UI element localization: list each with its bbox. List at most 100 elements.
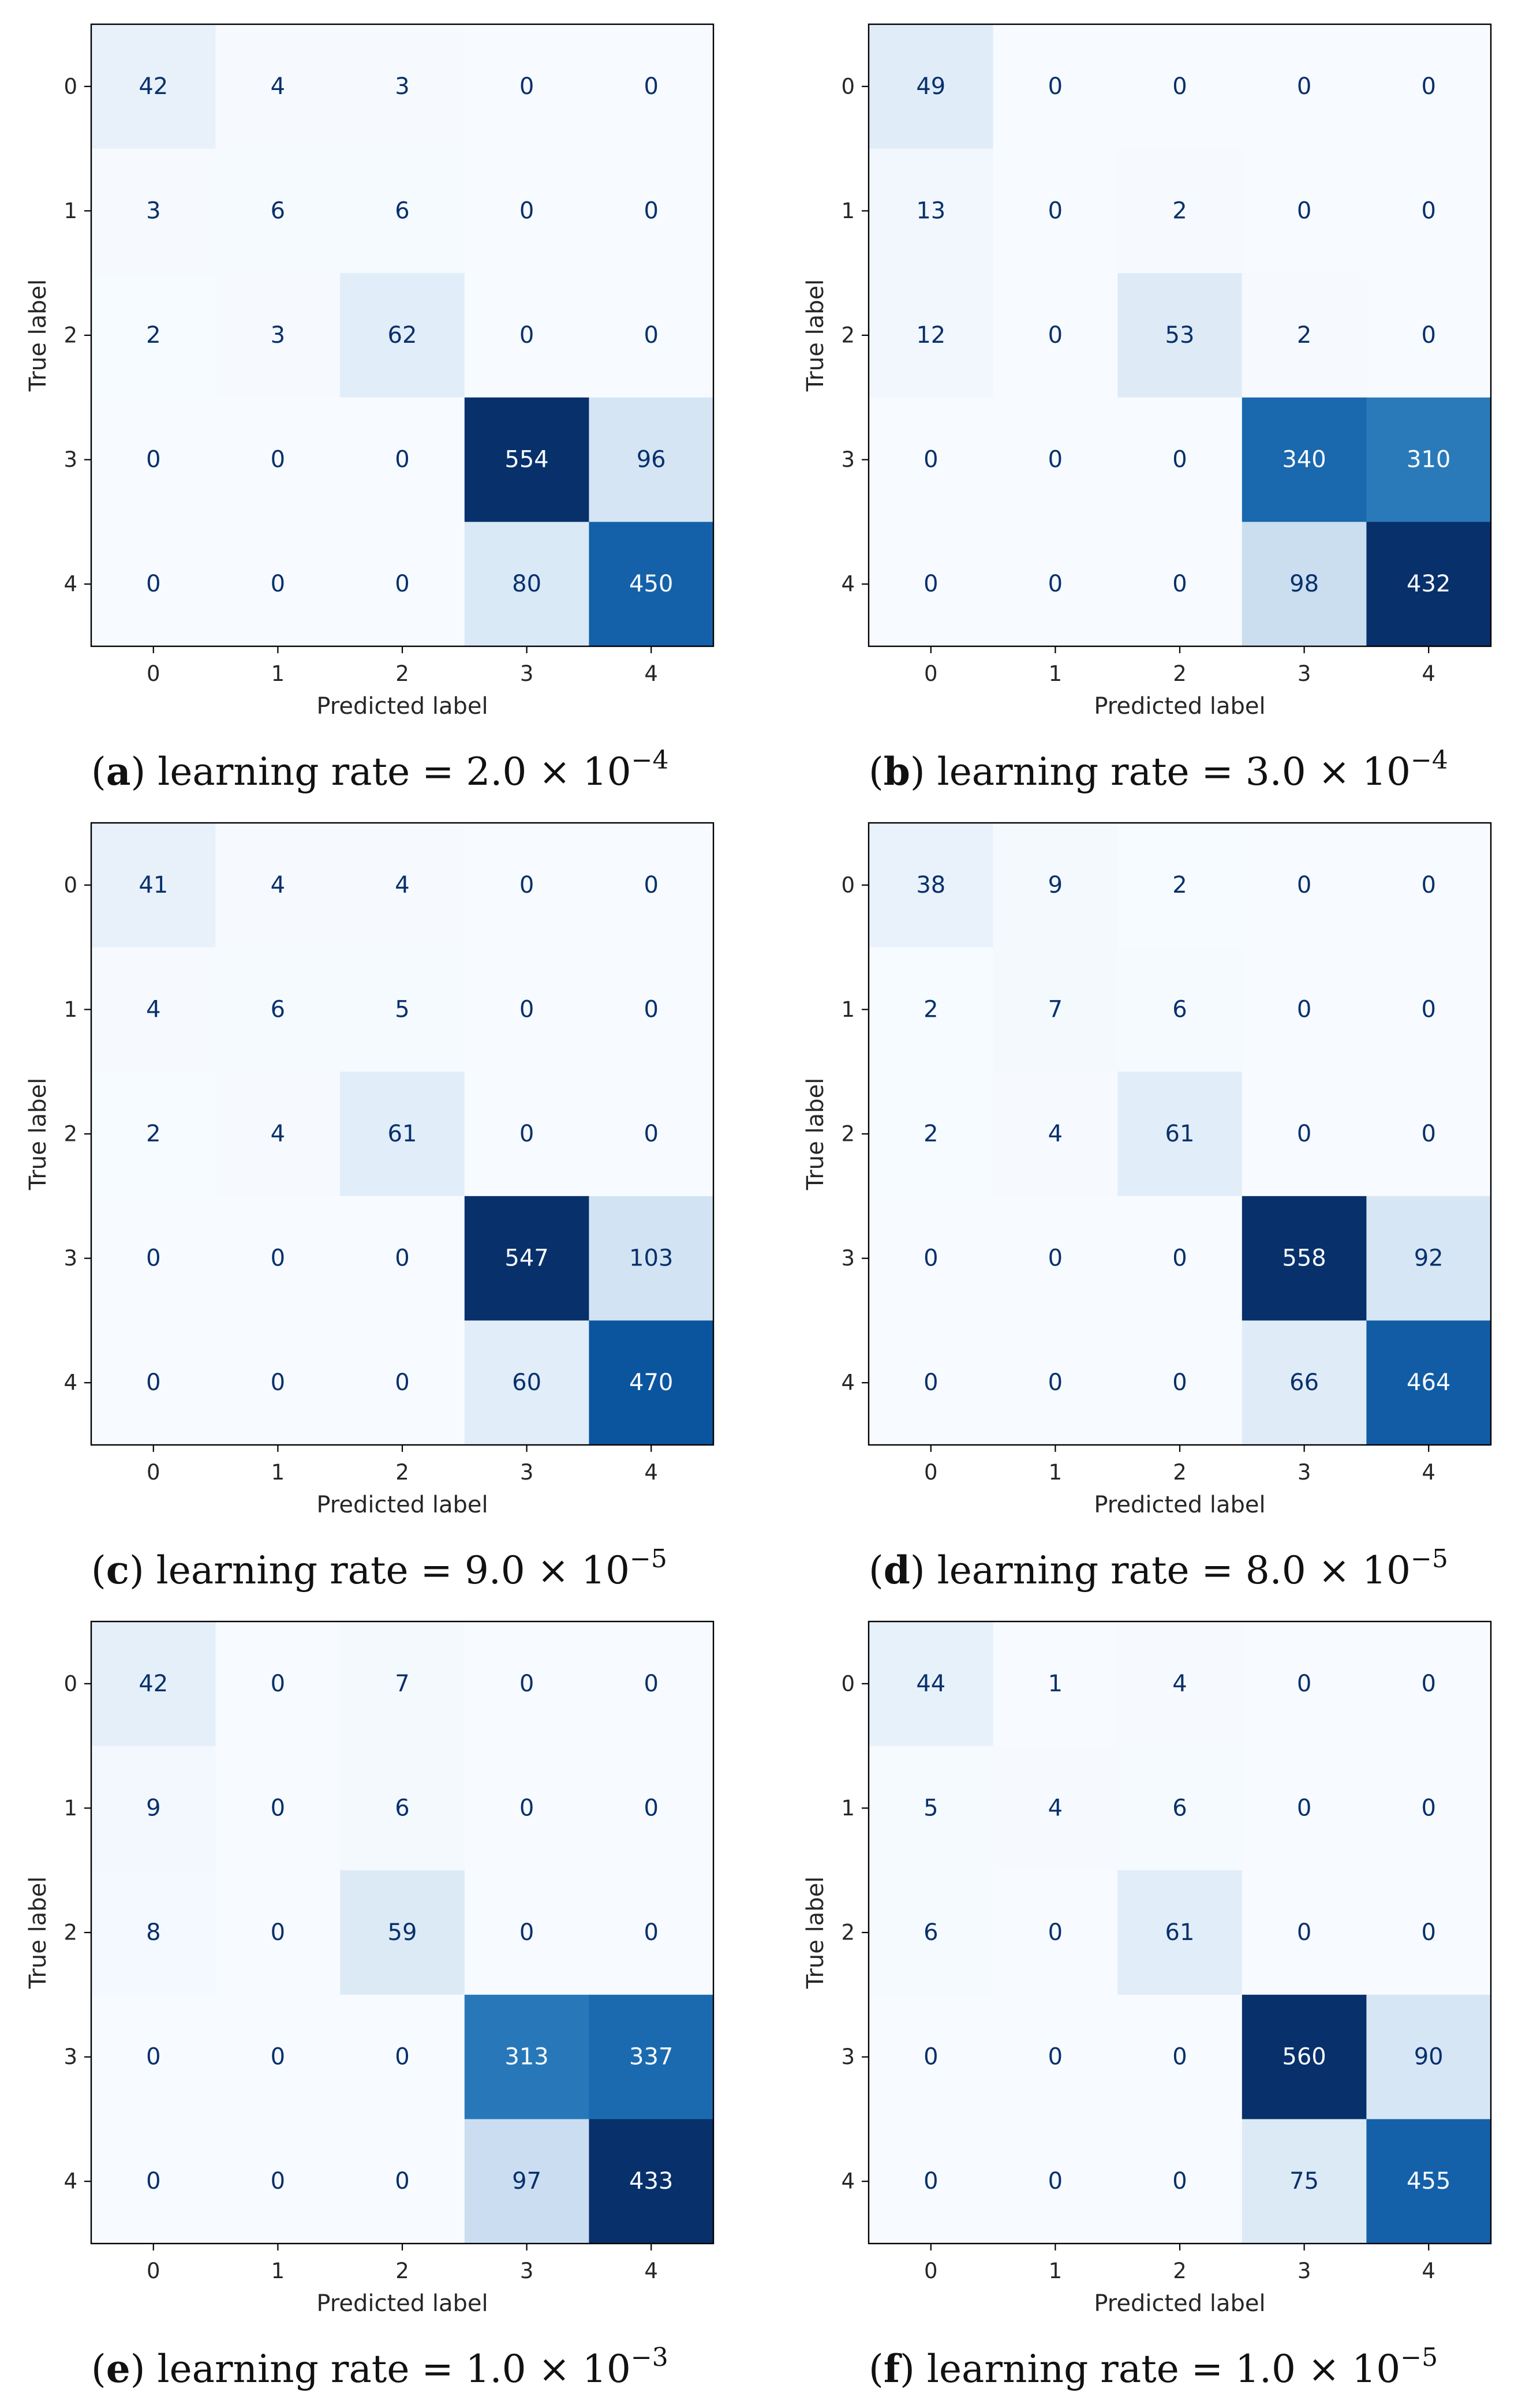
matrix-cell (91, 148, 216, 274)
y-tick-label: 0 (841, 872, 855, 897)
matrix-cell (1117, 1746, 1243, 1871)
matrix-cell (464, 24, 589, 149)
subfigure-caption: (a) learning rate = 2.0 × 10−4 (91, 746, 668, 794)
x-tick-label: 0 (147, 1460, 160, 1485)
y-tick-label: 0 (63, 1671, 77, 1696)
x-tick-label: 2 (1173, 2259, 1187, 2283)
matrix-cell (589, 2119, 714, 2244)
x-tick-label: 0 (924, 2259, 938, 2283)
matrix-cell (340, 148, 465, 274)
y-tick-label: 2 (841, 323, 855, 348)
matrix-cell (993, 522, 1118, 647)
matrix-cell (589, 273, 714, 398)
matrix-cell (464, 397, 589, 522)
cell-value-label: 3 (146, 197, 160, 224)
matrix-cell (91, 1621, 216, 1747)
matrix-cell (1242, 24, 1367, 149)
matrix-cell (1117, 1994, 1243, 2119)
y-tick-label: 4 (841, 572, 855, 597)
matrix-cell (464, 1072, 589, 1197)
matrix-cell (91, 1072, 216, 1197)
cell-value-label: 80 (512, 571, 541, 597)
cell-value-label: 42 (139, 1671, 168, 1697)
x-tick-label: 0 (147, 661, 160, 686)
cell-value-label: 0 (923, 447, 938, 473)
x-tick-label: 2 (395, 661, 409, 686)
matrix-cell (993, 1870, 1118, 1995)
cell-value-label: 0 (1172, 1245, 1187, 1272)
matrix-cell (993, 1196, 1118, 1321)
y-tick-label: 1 (63, 1796, 77, 1821)
cell-value-label: 0 (271, 1245, 285, 1272)
matrix-cell (1117, 397, 1243, 522)
matrix-cell (1117, 148, 1243, 274)
matrix-cell (1366, 1072, 1491, 1197)
cell-value-label: 0 (1172, 2168, 1187, 2194)
cell-value-label: 0 (1048, 571, 1063, 597)
matrix-cell (340, 1196, 465, 1321)
cell-value-label: 6 (1172, 1795, 1187, 1821)
x-axis-title: Predicted label (1094, 1492, 1265, 1518)
matrix-cell (91, 1196, 216, 1321)
cell-value-label: 0 (519, 197, 534, 224)
cell-value-label: 0 (1421, 1671, 1435, 1697)
cell-value-label: 0 (923, 1369, 938, 1396)
x-tick-label: 4 (1422, 2259, 1435, 2283)
cell-value-label: 1 (1048, 1671, 1063, 1697)
cell-value-label: 0 (271, 1369, 285, 1396)
cell-value-label: 0 (1421, 1795, 1435, 1821)
y-tick-label: 4 (63, 2169, 77, 2194)
matrix-cell (1117, 1320, 1243, 1445)
cell-value-label: 558 (1282, 1245, 1326, 1272)
matrix-cell (340, 2119, 465, 2244)
cell-value-label: 59 (388, 1919, 417, 1946)
matrix-cell (589, 947, 714, 1072)
cell-value-label: 61 (388, 1121, 417, 1147)
cell-value-label: 0 (146, 571, 160, 597)
cell-value-label: 0 (519, 73, 534, 100)
matrix-cell (993, 2119, 1118, 2244)
cell-value-label: 0 (519, 1795, 534, 1821)
matrix-cell (340, 1072, 465, 1197)
matrix-cell (91, 522, 216, 647)
matrix-cell (1242, 2119, 1367, 2244)
matrix-cell (464, 1320, 589, 1445)
cell-value-label: 4 (1048, 1795, 1063, 1821)
matrix-cell (1366, 273, 1491, 398)
x-tick-label: 1 (271, 1460, 285, 1485)
cell-value-label: 4 (271, 1121, 285, 1147)
matrix-cell (1366, 1746, 1491, 1871)
matrix-cell (869, 1196, 994, 1321)
cell-value-label: 0 (146, 2168, 160, 2194)
matrix-cell (993, 823, 1118, 948)
cell-value-label: 0 (271, 447, 285, 473)
x-tick-label: 3 (1298, 2259, 1311, 2283)
x-tick-label: 1 (271, 2259, 285, 2283)
matrix-cell (869, 1320, 994, 1445)
matrix-cell (1366, 2119, 1491, 2244)
matrix-cell (993, 1746, 1118, 1871)
y-tick-label: 2 (63, 1122, 77, 1147)
cell-value-label: 4 (146, 996, 160, 1023)
matrix-cell (589, 1320, 714, 1445)
matrix-cell (1366, 1196, 1491, 1321)
cell-value-label: 2 (923, 1121, 938, 1147)
cell-value-label: 0 (1048, 1919, 1063, 1946)
x-tick-label: 1 (1049, 2259, 1063, 2283)
cell-value-label: 0 (519, 1919, 534, 1946)
matrix-cell (1117, 1621, 1243, 1747)
matrix-cell (1366, 522, 1491, 647)
matrix-cell (1117, 522, 1243, 647)
cell-value-label: 0 (1297, 1919, 1311, 1946)
y-tick-label: 2 (63, 1920, 77, 1945)
matrix-cell (589, 1196, 714, 1321)
matrix-cell (589, 1994, 714, 2119)
matrix-cell (340, 397, 465, 522)
matrix-cell (869, 522, 994, 647)
cell-value-label: 547 (504, 1245, 548, 1272)
cell-value-label: 2 (146, 322, 160, 349)
cell-value-label: 433 (629, 2168, 673, 2194)
x-tick-label: 3 (520, 2259, 534, 2283)
cell-value-label: 0 (395, 1245, 409, 1272)
